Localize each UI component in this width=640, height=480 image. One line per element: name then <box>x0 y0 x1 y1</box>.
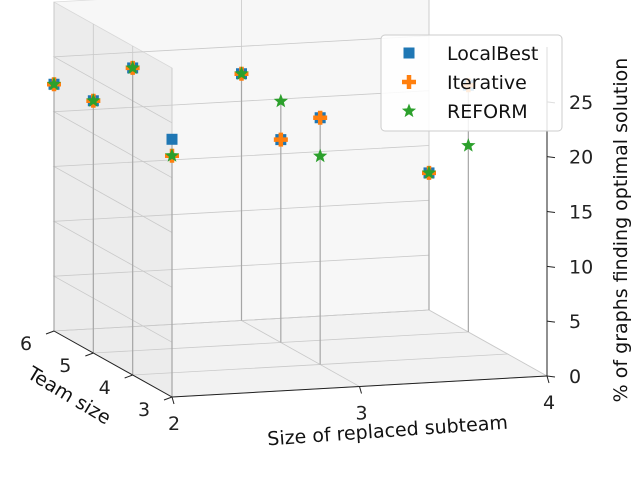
legend-marker-localbest <box>403 47 415 59</box>
data-point-localbest <box>166 133 178 145</box>
z-axis-label: % of graphs finding optimal solution <box>610 58 632 403</box>
x-tick-label: 4 <box>543 392 555 414</box>
x-tick-mark <box>171 396 175 405</box>
y-axis-line <box>53 330 173 398</box>
y-tick-label: 5 <box>59 355 71 377</box>
chart-axes <box>45 47 556 405</box>
y-tick-label: 3 <box>138 399 150 421</box>
y-tick-mark <box>85 352 94 357</box>
x-tick-mark <box>359 386 362 394</box>
z-tick-label: 5 <box>569 311 581 333</box>
y-tick-mark <box>124 374 133 379</box>
data-point-reform <box>273 93 288 108</box>
legend-label: LocalBest <box>447 43 538 65</box>
z-tick-mark <box>546 375 556 378</box>
data-point-reform <box>313 148 328 163</box>
z-tick-label: 25 <box>569 92 593 114</box>
z-tick-mark <box>546 265 556 268</box>
x-axis-label: Size of replaced subteam <box>267 412 509 451</box>
data-point-reform <box>46 76 62 91</box>
legend-marker-iterative <box>402 75 416 89</box>
x-tick-label: 3 <box>355 403 367 425</box>
data-point-reform <box>421 165 437 179</box>
z-tick-label: 10 <box>569 256 593 278</box>
data-point-reform <box>86 93 101 107</box>
y-tick-mark <box>45 330 55 335</box>
data-point-iterative <box>313 110 328 125</box>
z-tick-mark <box>546 156 556 159</box>
data-point-reform <box>461 138 476 152</box>
y-tick-mark <box>163 396 173 401</box>
legend: LocalBest Iterative REFORM <box>380 34 563 132</box>
z-tick-mark <box>546 320 556 323</box>
legend-label: Iterative <box>447 72 527 94</box>
z-tick-label: 15 <box>569 202 593 224</box>
x-tick-label: 2 <box>168 413 180 435</box>
data-point-reform <box>125 60 140 74</box>
z-tick-label: 20 <box>569 147 593 169</box>
x-tick-mark <box>546 375 550 384</box>
y-tick-label: 4 <box>99 377 111 399</box>
legend-box <box>380 34 563 132</box>
legend-marker-reform <box>401 103 417 118</box>
z-tick-label: 0 <box>569 366 581 388</box>
y-tick-label: 6 <box>20 333 32 355</box>
data-point-reform <box>164 148 180 162</box>
z-tick-mark <box>546 211 556 213</box>
data-point-iterative <box>273 132 288 147</box>
data-point-reform <box>234 66 249 80</box>
legend-label: REFORM <box>447 101 528 123</box>
